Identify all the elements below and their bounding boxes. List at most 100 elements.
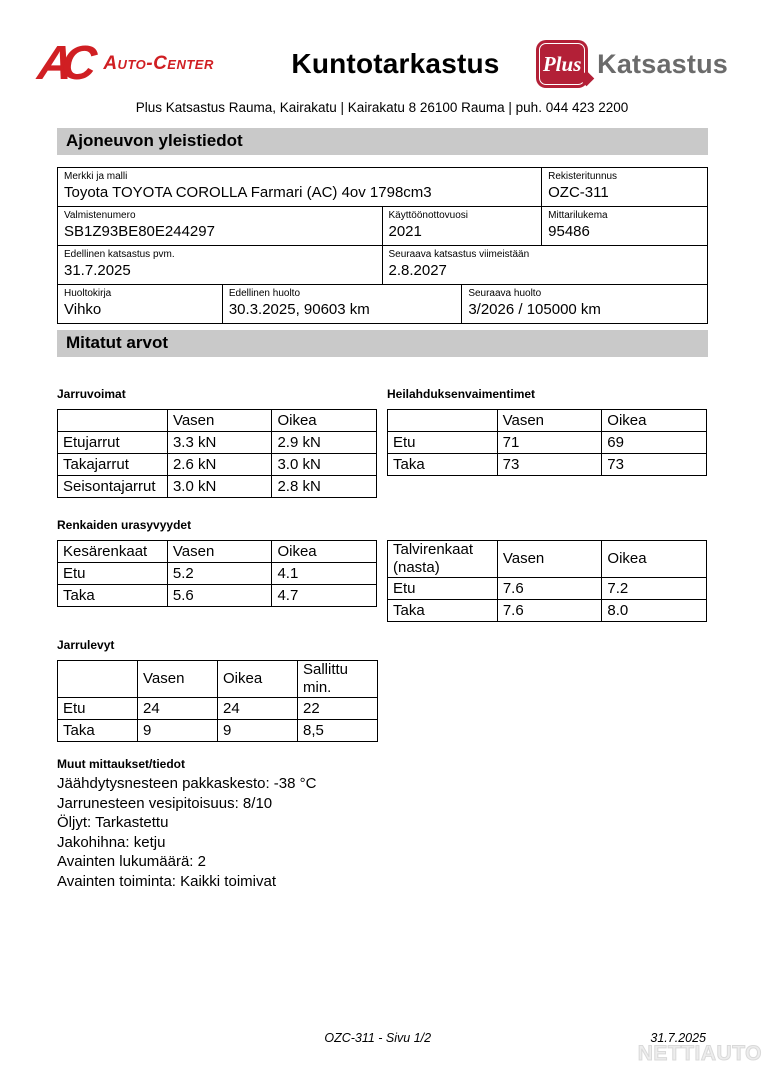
cell-value: 7.6 [496, 577, 603, 600]
field-value: 3/2026 / 105000 km [468, 301, 601, 318]
plus-katsastus-logo: Plus Katsastus [536, 40, 728, 88]
field-label: Käyttöönottovuosi [388, 210, 469, 221]
cell-value: 5.2 [166, 562, 273, 585]
cell-value: 7.2 [601, 577, 707, 600]
station-address: Plus Katsastus Rauma, Kairakatu | Kairak… [135, 100, 629, 115]
nettiauto-watermark: NETTIAUTO [637, 1042, 762, 1066]
field-seuraava-katsastus: Seuraava katsastus viimeistään 2.8.2027 [383, 246, 708, 284]
cell-value: 22 [297, 697, 378, 720]
jarruvoimat-table: Vasen Oikea Etujarrut 3.3 kN 2.9 kN Taka… [57, 409, 377, 498]
auto-center-logo: AC Auto-Center [35, 37, 253, 90]
vaimentimet-table: Vasen Oikea Etu 71 69 Taka 73 73 [387, 409, 707, 476]
table-row: Etu 7.6 7.2 [387, 577, 707, 600]
jarrulevyt-table: Vasen Oikea Sallittu min. Etu 24 24 22 T… [57, 660, 378, 742]
table-title: Jarruvoimat [57, 387, 126, 401]
table-row: Edellinen katsastus pvm. 31.7.2025 Seura… [58, 246, 707, 285]
katsastus-logo-text: Katsastus [597, 48, 728, 79]
table-title: Jarrulevyt [57, 638, 115, 652]
field-label: Seuraava huolto [468, 288, 542, 299]
table-header-row: Vasen Oikea [57, 409, 377, 432]
report-header: AC Auto-Center Kuntotarkastus Plus Katsa… [0, 0, 764, 92]
table-row: Takajarrut 2.6 kN 3.0 kN [57, 453, 377, 476]
row-label: Etujarrut [57, 431, 168, 454]
field-seuraava-huolto: Seuraava huolto 3/2026 / 105000 km [462, 285, 707, 323]
footer-date: 31.7.2025 [650, 1031, 706, 1045]
cell-value: 2.6 kN [166, 453, 273, 476]
talvirenkaat-block: Talvirenkaat (nasta) Vasen Oikea Etu 7.6… [387, 532, 707, 622]
cell-value: 2.8 kN [271, 475, 377, 498]
cell-value: 3.0 kN [166, 475, 273, 498]
talvirenkaat-table: Talvirenkaat (nasta) Vasen Oikea Etu 7.6… [387, 540, 707, 622]
column-header [57, 660, 138, 698]
field-rekisteritunnus: Rekisteritunnus OZC-311 [542, 168, 707, 206]
column-header: Vasen [166, 409, 273, 432]
table-row: Etujarrut 3.3 kN 2.9 kN [57, 431, 377, 454]
measurement-line: Jarrunesteen vesipitoisuus: 8/10 [57, 794, 273, 812]
vaimentimet-block: Heilahduksenvaimentimet Vasen Oikea Etu … [387, 387, 707, 476]
report-body: Ajoneuvon yleistiedot Merkki ja malli To… [57, 128, 708, 891]
footer-page-number: OZC-311 - Sivu 1/2 [324, 1031, 432, 1045]
field-value: 31.7.2025 [64, 262, 131, 279]
table-row: Taka 9 9 8,5 [57, 719, 378, 742]
cell-value: 71 [496, 431, 603, 454]
cell-value: 24 [137, 697, 218, 720]
field-edellinen-huolto: Edellinen huolto 30.3.2025, 90603 km [223, 285, 463, 323]
measurement-line: Avainten lukumäärä: 2 [57, 853, 206, 870]
row-label: Taka [57, 719, 138, 742]
field-value: 2021 [388, 223, 422, 240]
cell-value: 3.3 kN [166, 431, 273, 454]
table-header-row: Vasen Oikea [387, 409, 707, 432]
cell-value: 69 [601, 431, 707, 454]
field-huoltokirja: Huoltokirja Vihko [58, 285, 223, 323]
page-title: Kuntotarkastus [291, 48, 500, 79]
measurement-line: Avainten toiminta: Kaikki toimivat [57, 872, 276, 890]
cell-value: 73 [601, 453, 707, 476]
field-value: 2.8.2027 [388, 262, 447, 279]
table-header-row: Kesärenkaat Vasen Oikea [57, 540, 377, 563]
table-header-row: Vasen Oikea Sallittu min. [57, 660, 378, 698]
table-row: Etu 71 69 [387, 431, 707, 454]
field-label: Huoltokirja [64, 288, 112, 299]
cell-value: 73 [496, 453, 603, 476]
column-header: Oikea [601, 409, 707, 432]
table-title: Heilahduksenvaimentimet [387, 387, 536, 401]
kesarenkaat-table: Kesärenkaat Vasen Oikea Etu 5.2 4.1 Taka… [57, 540, 377, 607]
measurement-line: Jäähdytysnesteen pakkaskesto: -38 °C [57, 775, 317, 792]
cell-value: 4.1 [271, 562, 377, 585]
section-header-measured: Mitatut arvot [57, 330, 708, 357]
table-row: Etu 24 24 22 [57, 697, 378, 720]
other-measurements-title: Muut mittaukset/tiedot [57, 757, 185, 771]
plus-badge-icon: Plus [536, 40, 589, 88]
table-row: Taka 73 73 [387, 453, 707, 476]
column-header: Kesärenkaat [57, 540, 168, 563]
field-label: Mittarilukema [548, 210, 608, 221]
cell-value: 9 [217, 719, 298, 742]
field-value: Vihko [64, 301, 102, 318]
row-label: Taka [57, 584, 168, 607]
tables-row-1: Jarruvoimat Vasen Oikea Etujarrut 3.3 kN… [57, 387, 708, 498]
row-label: Etu [57, 562, 168, 585]
field-edellinen-katsastus: Edellinen katsastus pvm. 31.7.2025 [58, 246, 383, 284]
cell-value: 5.6 [166, 584, 273, 607]
column-header: Oikea [601, 540, 707, 578]
field-kayttoonottovuosi: Käyttöönottovuosi 2021 [383, 207, 543, 245]
column-header: Vasen [496, 409, 603, 432]
kesarenkaat-block: Kesärenkaat Vasen Oikea Etu 5.2 4.1 Taka… [57, 532, 377, 607]
row-label: Taka [387, 453, 498, 476]
field-label: Rekisteritunnus [548, 171, 618, 182]
field-label: Merkki ja malli [64, 171, 128, 182]
cell-value: 2.9 kN [271, 431, 377, 454]
table-row: Merkki ja malli Toyota TOYOTA COROLLA Fa… [58, 168, 707, 207]
column-header: Sallittu min. [297, 660, 378, 698]
cell-value: 8.0 [601, 599, 707, 622]
column-header [57, 409, 168, 432]
auto-center-monogram-icon: AC [35, 37, 89, 90]
row-label: Takajarrut [57, 453, 168, 476]
column-header: Talvirenkaat (nasta) [387, 540, 498, 578]
jarruvoimat-block: Jarruvoimat Vasen Oikea Etujarrut 3.3 kN… [57, 387, 377, 498]
cell-value: 7.6 [496, 599, 603, 622]
section-header-general: Ajoneuvon yleistiedot [57, 128, 708, 155]
plus-badge-text: Plus [542, 51, 582, 76]
field-valmistenumero: Valmistenumero SB1Z93BE80E244297 [58, 207, 383, 245]
